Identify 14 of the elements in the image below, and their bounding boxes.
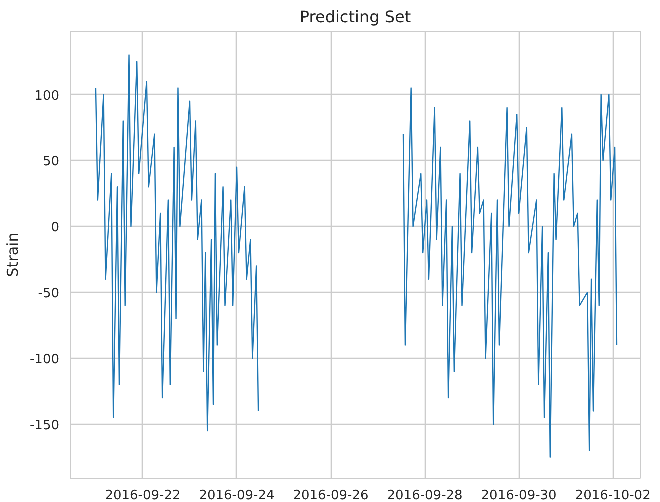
y-tick-label: -50 [38,286,60,302]
y-tick-label: 50 [42,154,60,170]
y-tick-label: -100 [30,352,60,368]
x-tick-label: 2016-09-26 [293,488,369,502]
y-tick-label: -150 [30,418,60,434]
x-tick-label: 2016-10-02 [575,488,651,502]
y-axis-title: Strain [4,232,22,278]
x-tick-label: 2016-09-22 [105,488,181,502]
chart-title: Predicting Set [300,8,412,26]
y-tick-label: 100 [34,88,60,104]
x-tick-label: 2016-09-28 [387,488,463,502]
y-tick-label: 0 [51,220,60,236]
x-tick-label: 2016-09-30 [481,488,557,502]
x-tick-label: 2016-09-24 [199,488,275,502]
